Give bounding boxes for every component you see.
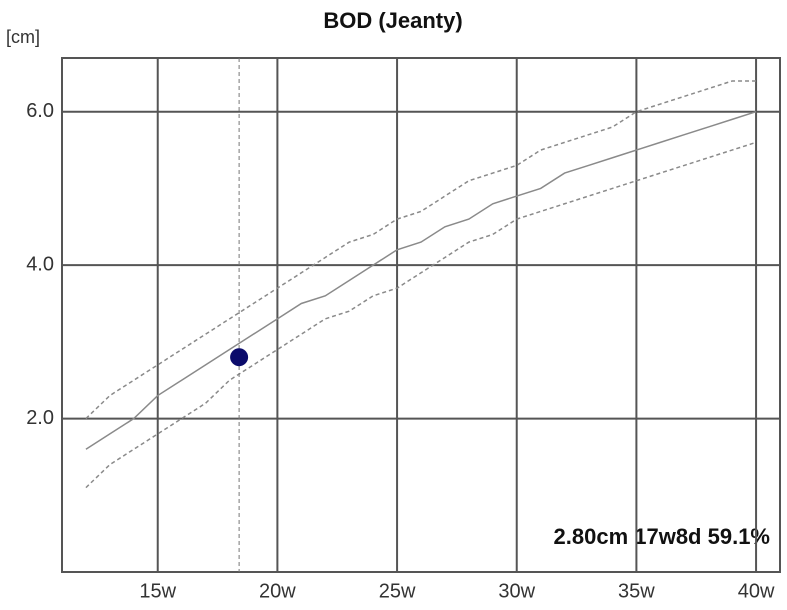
chart-title: BOD (Jeanty) xyxy=(323,8,462,33)
x-tick-label: 25w xyxy=(379,580,416,602)
y-tick-label: 2.0 xyxy=(26,407,54,429)
y-tick-label: 6.0 xyxy=(26,100,54,122)
x-tick-label: 35w xyxy=(618,580,655,602)
x-tick-label: 40w xyxy=(738,580,775,602)
y-tick-label: 4.0 xyxy=(26,253,54,275)
percentile-line xyxy=(85,141,757,489)
x-tick-label: 15w xyxy=(139,580,176,602)
measurement-point xyxy=(230,348,249,367)
percentile-line xyxy=(85,80,757,420)
x-tick-label: 30w xyxy=(498,580,535,602)
x-tick-label: 20w xyxy=(259,580,296,602)
mean-line xyxy=(85,110,757,450)
plot-frame xyxy=(61,57,781,573)
annotation: 2.80cm 17w8d 59.1% xyxy=(554,524,770,549)
y-axis-label: [cm] xyxy=(6,27,40,47)
